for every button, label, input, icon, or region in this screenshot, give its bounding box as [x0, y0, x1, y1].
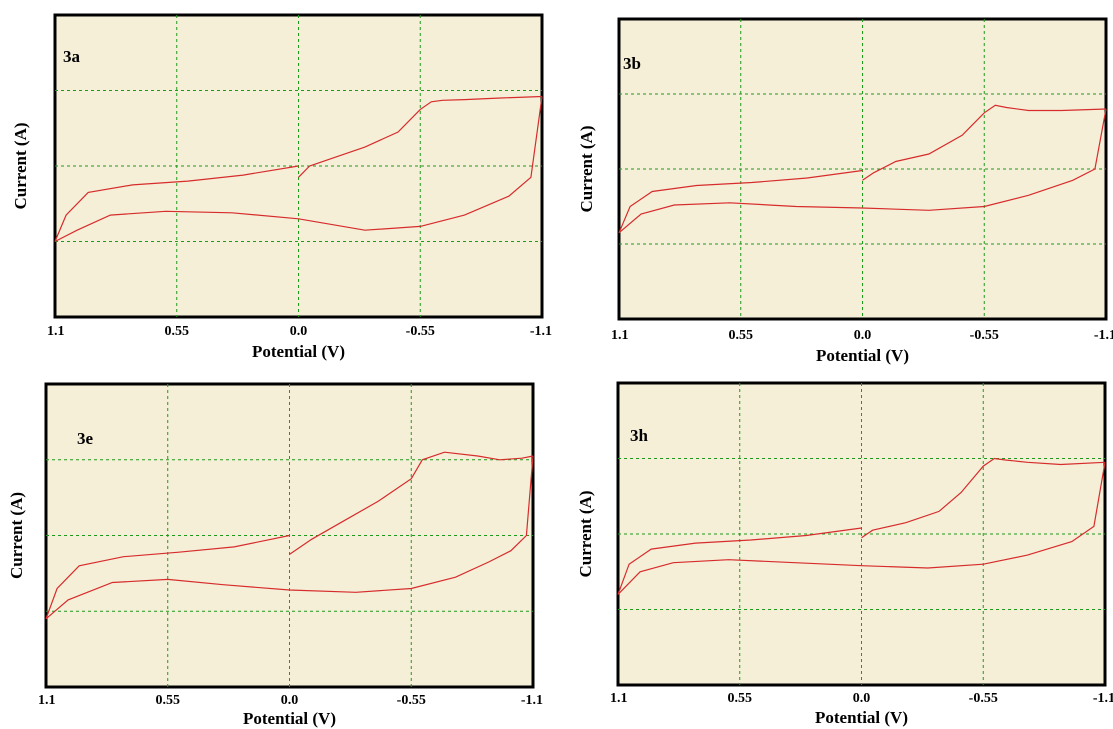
x-tick-label: 0.0 — [281, 693, 299, 708]
x-axis-label: Potential (V) — [816, 346, 909, 365]
x-tick-label: -0.55 — [406, 324, 435, 339]
x-tick-label: -0.55 — [969, 691, 998, 706]
x-axis-label: Potential (V) — [243, 709, 336, 728]
chart-3a: 1.1 0.55 0.0 -0.55 -1.1 Potential (V) Current … — [11, 13, 552, 361]
x-axis-label: Potential (V) — [815, 708, 908, 727]
y-axis-label: Current (A) — [576, 490, 595, 577]
y-axis-label: Current (A) — [11, 122, 30, 209]
x-tick-label: 0.0 — [854, 328, 872, 343]
y-axis-label: Current (A) — [7, 492, 26, 579]
chart-3e: 1.1 0.55 0.0 -0.55 -1.1 Potential (V) Current … — [7, 382, 543, 728]
cv-curve-segment-1 — [861, 457, 1106, 539]
chart-panel-3e: 1.1 0.55 0.0 -0.55 -1.1 Potential (V) Current … — [0, 372, 556, 729]
cv-curve-segment-3 — [618, 169, 863, 234]
cv-curve-segment-2 — [617, 462, 1106, 595]
x-tick-label: 0.55 — [165, 324, 190, 339]
chart-3h: 1.1 0.55 0.0 -0.55 -1.1 Potential (V) Current … — [576, 381, 1113, 727]
x-tick-label: -0.55 — [397, 693, 426, 708]
cv-curve-segment-2 — [45, 455, 534, 620]
cv-curve-segment-1 — [298, 95, 543, 178]
gridlines — [619, 19, 1106, 319]
panel-label: 3e — [77, 429, 94, 448]
x-tick-label: 1.1 — [38, 693, 56, 708]
x-tick-label: -0.55 — [970, 328, 999, 343]
x-tick-label: 0.55 — [156, 693, 181, 708]
panel-label: 3h — [630, 426, 649, 445]
x-tick-label: -1.1 — [1094, 328, 1113, 343]
chart-panel-3b: 1.1 0.55 0.0 -0.55 -1.1 Potential (V) Current … — [566, 0, 1113, 365]
x-tick-label: 0.0 — [853, 691, 871, 706]
cv-curve-segment-3 — [617, 527, 862, 595]
x-tick-label: -1.1 — [521, 693, 543, 708]
chart-3b: 1.1 0.55 0.0 -0.55 -1.1 Potential (V) Current … — [577, 17, 1113, 365]
x-tick-label: -1.1 — [530, 324, 552, 339]
x-tick-label: -1.1 — [1093, 691, 1113, 706]
chart-panel-3h: 1.1 0.55 0.0 -0.55 -1.1 Potential (V) Current … — [566, 372, 1113, 729]
gridlines — [618, 383, 1105, 685]
panel-label: 3b — [623, 54, 641, 73]
panel-label: 3a — [63, 47, 81, 66]
x-axis-label: Potential (V) — [252, 342, 345, 361]
cv-curve-segment-1 — [862, 104, 1107, 181]
x-tick-label: 1.1 — [47, 324, 65, 339]
x-tick-label: 1.1 — [611, 328, 629, 343]
cv-curve-segment-2 — [618, 108, 1107, 234]
cv-curve-segment-3 — [54, 165, 299, 242]
x-tick-label: 0.55 — [728, 691, 753, 706]
y-axis-label: Current (A) — [577, 125, 596, 212]
chart-panel-3a: 1.1 0.55 0.0 -0.55 -1.1 Potential (V) Current … — [0, 0, 556, 364]
x-tick-label: 0.0 — [290, 324, 308, 339]
x-tick-label: 0.55 — [729, 328, 754, 343]
cv-curve-segment-3 — [45, 534, 290, 620]
cv-curve-segment-2 — [54, 96, 543, 243]
x-tick-label: 1.1 — [610, 691, 628, 706]
cv-curve-segment-1 — [289, 451, 534, 555]
